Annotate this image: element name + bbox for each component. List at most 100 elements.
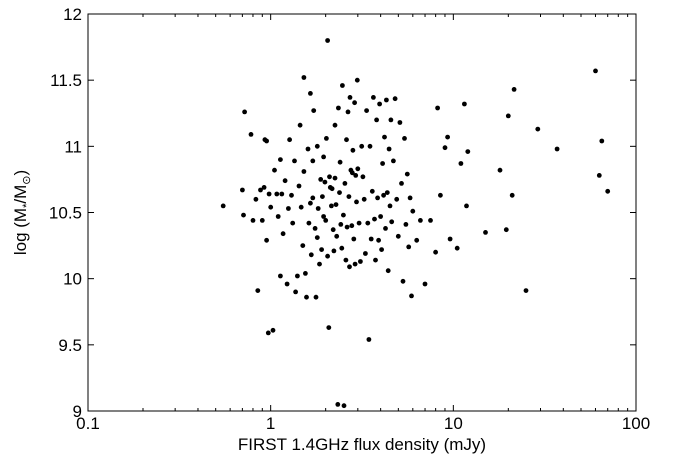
data-point [433,249,438,255]
data-point [304,294,309,300]
data-point [384,97,389,103]
data-point [407,195,413,201]
data-point [414,237,420,243]
data-point [372,216,377,222]
data-point [318,177,324,182]
data-point [265,330,271,336]
data-point [380,161,385,166]
data-point [319,247,324,253]
data-point [310,158,316,164]
data-point [350,147,356,153]
data-point [344,137,349,143]
y-axis-label-sub2: ⊙ [21,176,33,185]
data-point [332,122,338,128]
data-point [356,220,362,226]
data-point [343,257,349,263]
data-point [220,203,226,209]
data-point [523,288,529,293]
data-point [361,196,367,202]
x-tick-labels: 0.1 1 10 100 [76,414,650,433]
data-point [261,185,267,190]
data-point [240,187,245,193]
data-point [400,278,406,284]
data-point [325,253,330,259]
data-point [497,167,503,173]
data-point [554,146,560,152]
data-point [296,183,302,189]
data-point [312,226,318,231]
data-point [331,248,337,254]
data-point [353,173,359,178]
data-point [332,175,338,181]
data-point [410,208,416,214]
data-point [381,192,386,198]
y-tick-label: 10 [63,270,82,289]
data-point [314,143,320,149]
data-point [321,214,326,219]
data-point [336,105,341,111]
y-tick-labels: 9 9.5 10 10.5 11 11.5 12 [49,5,82,421]
data-point [259,218,265,223]
data-point [445,134,450,140]
data-point [509,192,515,198]
data-point [409,293,414,299]
data-point [321,154,326,160]
data-point [289,192,294,198]
data-point [442,145,448,151]
data-point [278,273,283,279]
data-point [241,212,246,218]
data-points [220,38,611,409]
data-point [389,219,395,225]
data-point [258,187,263,193]
data-point [292,158,297,164]
data-point [341,403,347,409]
data-point [248,132,254,137]
data-point [242,109,248,115]
data-point [367,143,373,149]
data-point [365,220,371,226]
data-point [354,199,359,205]
data-point [379,247,384,253]
data-point [505,113,511,119]
data-point [399,181,404,186]
data-point [300,243,306,249]
data-point [334,233,340,239]
data-point [279,191,285,197]
data-point [306,220,312,226]
data-point [341,212,346,218]
data-point [327,174,332,180]
data-point [322,179,328,185]
data-point [329,203,334,209]
data-point [330,227,336,233]
data-point [382,134,387,140]
data-point [354,77,360,83]
data-point [315,206,321,211]
data-point [375,195,380,201]
data-point [347,95,353,100]
data-point [447,236,453,242]
plot-frame [87,13,637,412]
data-point [593,68,598,74]
data-point [344,224,350,230]
data-point [308,252,314,258]
data-point [349,223,355,229]
data-point [347,264,352,270]
data-point [325,38,330,43]
data-point [428,218,433,223]
data-point [403,222,409,227]
data-point [388,117,394,123]
data-point [351,236,357,242]
y-tick-label: 9.5 [58,336,82,355]
data-point [342,181,348,186]
data-point [326,325,332,330]
data-point [397,120,403,125]
data-point [454,245,460,251]
data-point [596,173,602,178]
data-point [308,200,313,206]
data-point [275,214,281,219]
data-point [364,108,369,113]
y-tick-label: 12 [63,5,82,24]
data-point [464,203,469,209]
data-point [371,95,376,100]
